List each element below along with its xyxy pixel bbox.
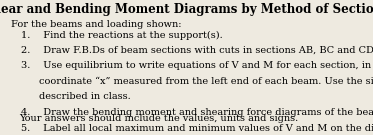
- Text: 1.  Find the reactions at the support(s).: 1. Find the reactions at the support(s).: [21, 30, 222, 40]
- Text: 5.  Label all local maximum and minimum values of V and M on the diagrams.: 5. Label all local maximum and minimum v…: [21, 124, 373, 133]
- Text: 3.  Use equilibrium to write equations of V and M for each section, in terms of : 3. Use equilibrium to write equations of…: [21, 61, 373, 70]
- Text: For the beams and loading shown:: For the beams and loading shown:: [11, 20, 182, 29]
- Text: coordinate “x” measured from the left end of each beam. Use the sign convention: coordinate “x” measured from the left en…: [39, 77, 373, 86]
- Text: Shear and Bending Moment Diagrams by Method of Sections: Shear and Bending Moment Diagrams by Met…: [0, 3, 373, 16]
- Text: described in class.: described in class.: [39, 92, 131, 102]
- Text: 2.  Draw F.B.Ds of beam sections with cuts in sections AB, BC and CD.: 2. Draw F.B.Ds of beam sections with cut…: [21, 46, 373, 55]
- Text: Your answers should include the values, units and signs.: Your answers should include the values, …: [19, 114, 298, 123]
- Text: 4.  Draw the bending moment and shearing force diagrams of the beams.: 4. Draw the bending moment and shearing …: [21, 108, 373, 117]
